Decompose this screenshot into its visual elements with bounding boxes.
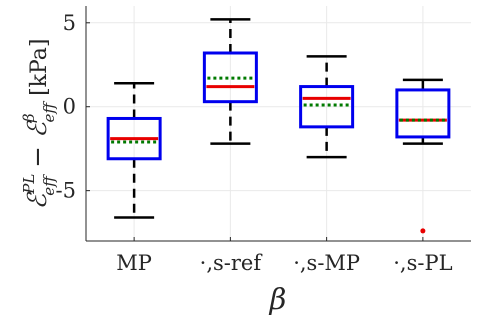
box-iqr [299, 85, 355, 129]
box-group [202, 18, 258, 145]
box-series [106, 18, 451, 234]
y-axis-title: ℰPL eff − ℰβ eff [kPa] [20, 38, 58, 209]
x-axis-title: β [269, 282, 287, 316]
box-iqr [395, 88, 451, 139]
y-tick-label: 0 [63, 95, 76, 119]
box-iqr [106, 116, 162, 161]
y-tick-labels: -5 0 5 [56, 11, 76, 203]
box-group [299, 55, 355, 159]
box-group [395, 78, 451, 234]
x-tick-labels: MP ·,s-ref ·,s-MP ·,s-PL [116, 251, 452, 275]
x-tick-label: ·,s-MP [293, 251, 360, 275]
x-tick-label: ·,s-ref [200, 251, 264, 275]
axes [85, 6, 471, 242]
y-tick-label: -5 [56, 179, 76, 203]
x-tick-label: ·,s-PL [393, 251, 452, 275]
grid-lines [86, 6, 471, 241]
x-tick-label: MP [116, 251, 152, 275]
y-tick-label: 5 [63, 11, 76, 35]
box-group [106, 81, 162, 219]
box-iqr [202, 51, 258, 104]
outlier-point [420, 228, 426, 234]
